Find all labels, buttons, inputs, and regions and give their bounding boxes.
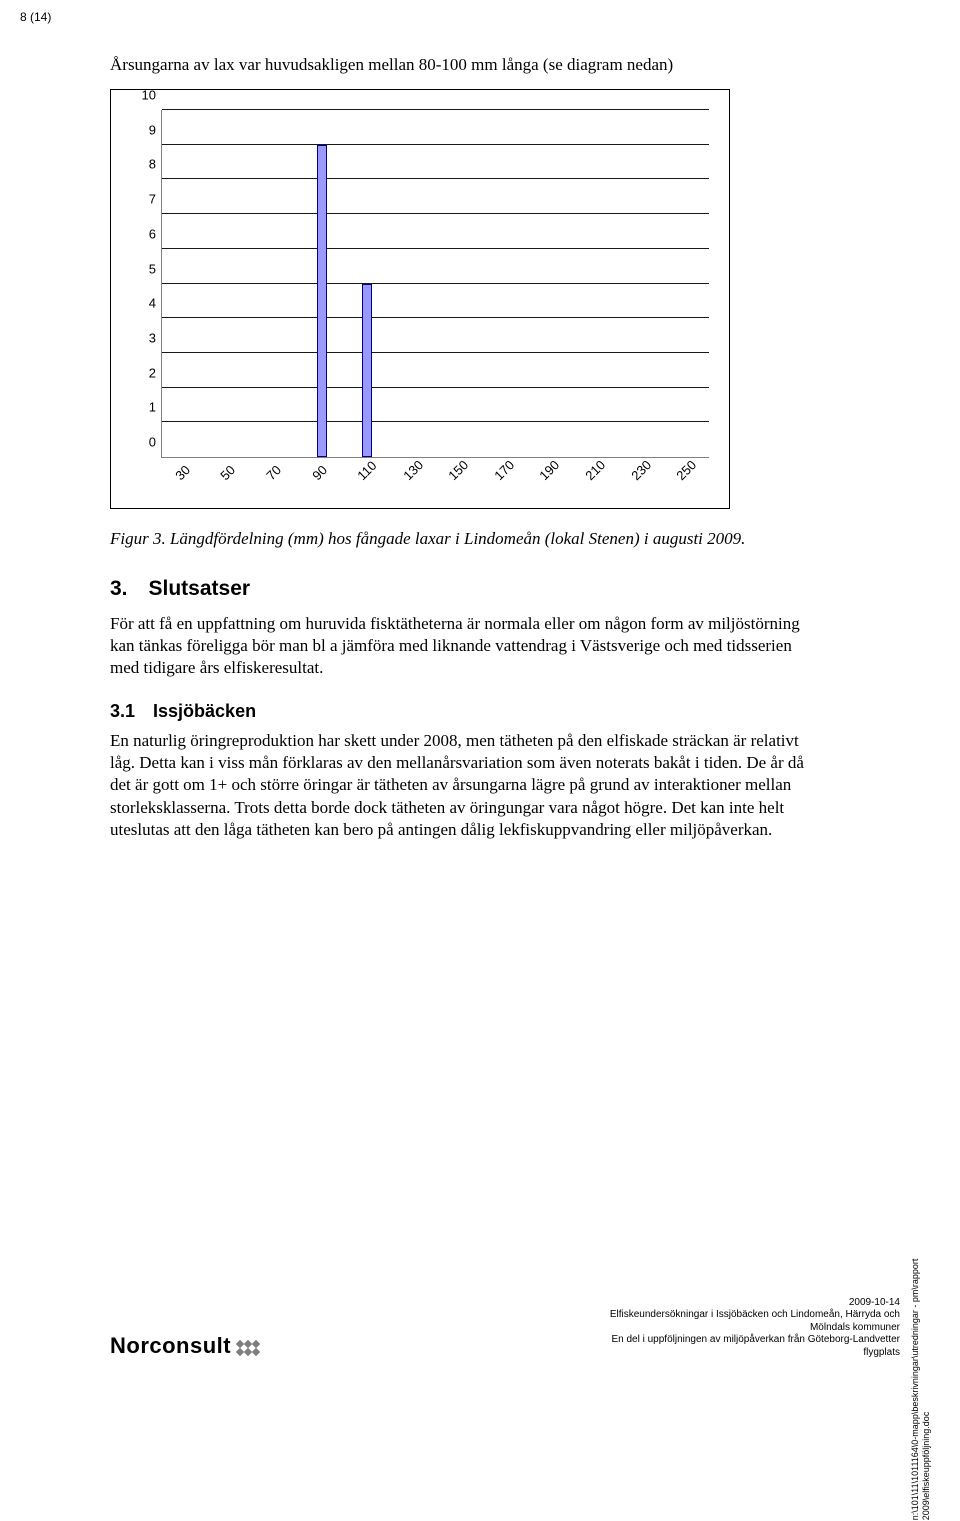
y-tick-label: 3 xyxy=(149,330,162,345)
y-tick-label: 8 xyxy=(149,157,162,172)
page-number: 8 (14) xyxy=(20,10,51,24)
grid-line xyxy=(162,213,709,214)
y-tick-label: 4 xyxy=(149,296,162,311)
file-path-line2: 2009\elfiskeuppföljning.doc xyxy=(921,1259,932,1521)
x-tick-label: 170 xyxy=(491,457,517,483)
section-body: För att få en uppfattning om huruvida fi… xyxy=(110,613,810,679)
footer-line1: Elfiskeundersökningar i Issjöbäcken och … xyxy=(610,1309,900,1322)
footer-line2: Mölndals kommuner xyxy=(610,1322,900,1335)
footer-line4: flygplats xyxy=(610,1347,900,1360)
x-tick-label: 190 xyxy=(537,457,563,483)
file-path-line1: n:\101\11\1011164\0-mapp\beskrivningar\u… xyxy=(910,1259,921,1521)
section-heading: 3. Slutsatser xyxy=(110,577,810,601)
main-content: Årsungarna av lax var huvudsakligen mell… xyxy=(110,55,810,863)
x-tick-label: 230 xyxy=(628,457,654,483)
plot-area: 0123456789103050709011013015017019021023… xyxy=(161,110,709,458)
x-tick-label: 110 xyxy=(354,458,379,483)
footer-text: 2009-10-14 Elfiskeundersökningar i Issjö… xyxy=(610,1297,900,1360)
footer-line3: En del i uppföljningen av miljöpåverkan … xyxy=(610,1334,900,1347)
y-tick-label: 5 xyxy=(149,261,162,276)
length-distribution-chart: 0 1 2 3 4 5 6 7 8 9 10 30 50 70 90 110 130 150 170 190 210 23… xyxy=(110,89,730,509)
figure-caption: Figur 3. Längdfördelning (mm) hos fångad… xyxy=(110,529,810,549)
y-tick-label: 10 xyxy=(142,88,162,103)
x-tick-label: 90 xyxy=(309,462,330,483)
y-tick-label: 6 xyxy=(149,226,162,241)
bar xyxy=(317,145,327,457)
y-tick-label: 1 xyxy=(149,400,162,415)
subsection-body: En naturlig öringreproduktion har skett … xyxy=(110,730,810,840)
x-tick-label: 50 xyxy=(218,462,239,483)
grid-line xyxy=(162,387,709,388)
grid-line xyxy=(162,283,709,284)
y-tick-label: 0 xyxy=(149,435,162,450)
intro-text: Årsungarna av lax var huvudsakligen mell… xyxy=(110,55,810,75)
grid-line xyxy=(162,109,709,110)
x-tick-label: 30 xyxy=(172,462,193,483)
y-tick-label: 7 xyxy=(149,192,162,207)
x-tick-label: 130 xyxy=(400,457,426,483)
grid-line xyxy=(162,178,709,179)
logo-text: Norconsult xyxy=(110,1333,231,1359)
bar xyxy=(362,284,372,458)
grid-line xyxy=(162,317,709,318)
grid-line xyxy=(162,421,709,422)
footer: Norconsult 2009-10-14 Elfiskeundersöknin… xyxy=(110,1333,900,1359)
subsection-heading: 3.1 Issjöbäcken xyxy=(110,701,810,722)
grid-line xyxy=(162,248,709,249)
grid-line xyxy=(162,352,709,353)
logo-dots-icon xyxy=(237,1341,259,1359)
x-tick-label: 70 xyxy=(263,462,284,483)
file-path-note: n:\101\11\1011164\0-mapp\beskrivningar\u… xyxy=(910,1259,932,1521)
grid-line xyxy=(162,144,709,145)
x-tick-label: 150 xyxy=(446,457,472,483)
y-tick-label: 9 xyxy=(149,122,162,137)
footer-date: 2009-10-14 xyxy=(610,1297,900,1310)
x-tick-label: 250 xyxy=(673,457,699,483)
x-tick-label: 210 xyxy=(582,457,608,483)
y-tick-label: 2 xyxy=(149,365,162,380)
